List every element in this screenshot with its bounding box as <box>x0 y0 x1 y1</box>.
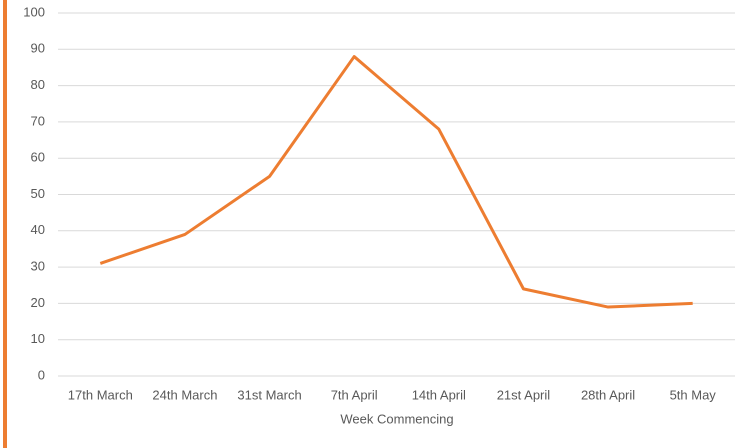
x-tick-label: 14th April <box>412 387 466 402</box>
x-tick-label: 17th March <box>68 387 133 402</box>
x-axis-label: Week Commencing <box>340 411 453 426</box>
y-tick-label: 30 <box>31 259 45 274</box>
y-tick-label: 80 <box>31 77 45 92</box>
x-tick-label: 21st April <box>497 387 551 402</box>
x-tick-label: 5th May <box>670 387 717 402</box>
side-accent <box>3 0 7 448</box>
x-tick-label: 24th March <box>152 387 217 402</box>
x-tick-label: 28th April <box>581 387 635 402</box>
y-tick-label: 100 <box>23 4 45 19</box>
y-tick-label: 60 <box>31 150 45 165</box>
y-tick-label: 90 <box>31 41 45 56</box>
y-tick-label: 50 <box>31 186 45 201</box>
y-tick-label: 20 <box>31 295 45 310</box>
y-tick-label: 40 <box>31 222 45 237</box>
y-tick-label: 0 <box>38 367 45 382</box>
x-tick-label: 7th April <box>331 387 378 402</box>
data-line <box>99 55 693 309</box>
y-tick-label: 70 <box>31 113 45 128</box>
x-tick-label: 31st March <box>237 387 301 402</box>
y-tick-label: 10 <box>31 331 45 346</box>
